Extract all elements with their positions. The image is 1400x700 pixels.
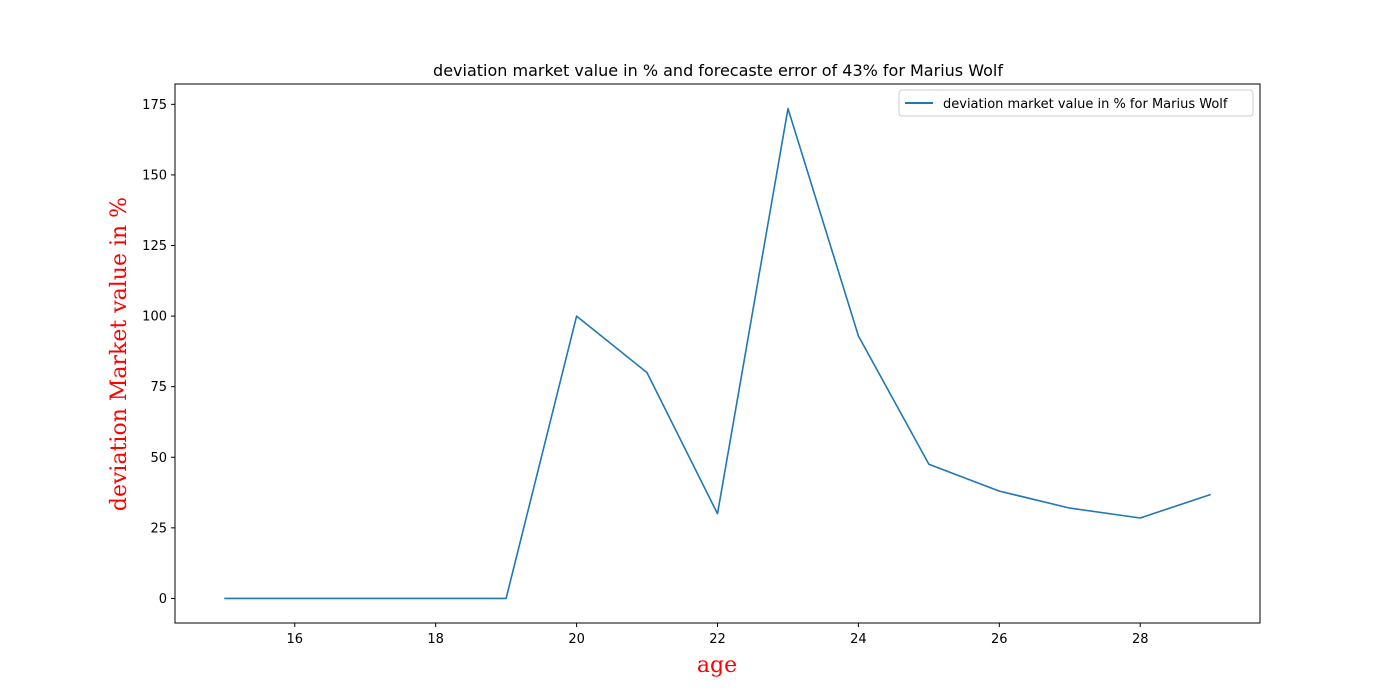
y-tick-label: 0	[159, 592, 167, 607]
x-tick-label: 16	[286, 632, 303, 647]
x-tick-label: 24	[850, 632, 867, 647]
y-axis-label: deviation Market value in %	[107, 197, 132, 511]
x-axis-label: age	[697, 653, 737, 678]
plot-area-frame	[174, 83, 1261, 624]
x-tick-label: 18	[427, 632, 444, 647]
y-tick-label: 25	[150, 521, 167, 536]
chart-title: deviation market value in % and forecast…	[433, 61, 1003, 80]
y-tick-label: 100	[142, 310, 167, 325]
legend: deviation market value in % for Marius W…	[898, 89, 1254, 117]
y-tick-label: 125	[142, 239, 167, 254]
x-tick-label: 22	[709, 632, 726, 647]
y-tick-label: 50	[150, 451, 167, 466]
legend-box	[898, 89, 1254, 117]
x-tick-label: 26	[991, 632, 1008, 647]
y-tick-label: 75	[150, 380, 167, 395]
y-tick-label: 150	[142, 168, 167, 183]
legend-series-label: deviation market value in % for Marius W…	[943, 97, 1228, 112]
x-tick-label: 28	[1132, 632, 1149, 647]
series-line	[224, 107, 1211, 600]
y-tick-label: 175	[142, 98, 167, 113]
x-tick-label: 20	[568, 632, 585, 647]
